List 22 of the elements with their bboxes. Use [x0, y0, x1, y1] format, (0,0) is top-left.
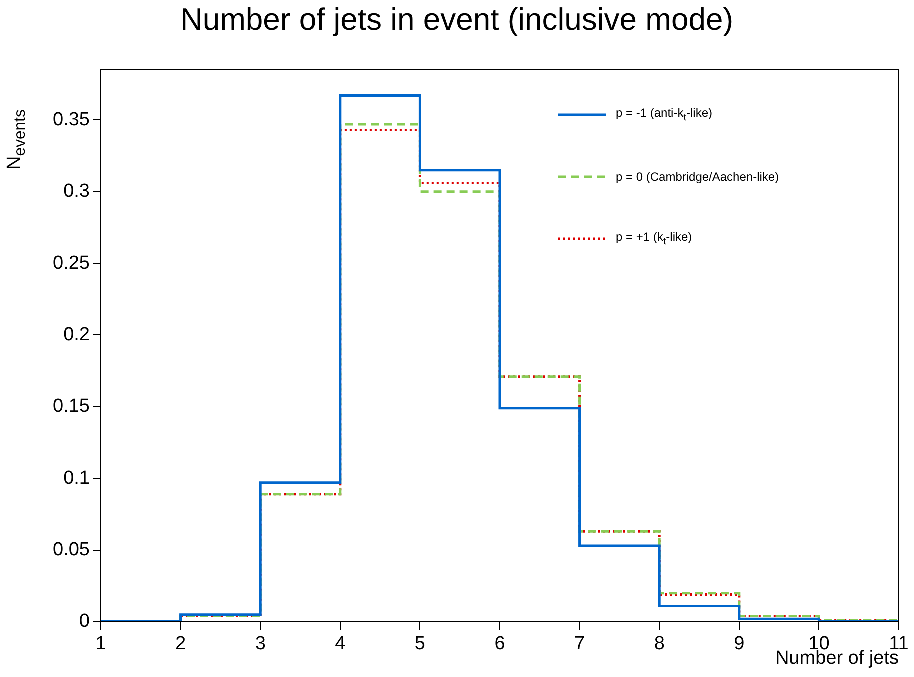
y-tick-label: 0.2 — [64, 324, 90, 346]
y-tick-label: 0.3 — [64, 181, 90, 202]
x-tick-label: 9 — [734, 634, 745, 655]
x-tick-label: 1 — [96, 634, 106, 655]
legend-label: p = +1 (k$_{t}$-like) — [616, 230, 692, 248]
y-tick-label: 0 — [79, 611, 90, 632]
legend-label: p = 0 (Cambridge/Aachen-like) — [616, 170, 780, 184]
y-tick-label: 0.35 — [53, 109, 90, 130]
x-tick-label: 8 — [654, 634, 665, 655]
y-tick-label: 0.25 — [53, 252, 90, 274]
x-tick-label: 11 — [889, 634, 909, 655]
x-tick-label: 6 — [494, 634, 506, 655]
x-tick-label: 3 — [255, 634, 266, 655]
x-tick-label: 4 — [335, 634, 346, 655]
y-tick-label: 0.15 — [53, 396, 90, 418]
x-tick-label: 2 — [176, 634, 186, 655]
y-tick-label: 0.1 — [64, 468, 90, 489]
x-tick-label: 5 — [414, 634, 426, 655]
y-tick-label: 0.05 — [53, 540, 90, 561]
legend-label: p = -1 (anti-k$_{t}$-like) — [616, 106, 712, 124]
x-tick-label: 7 — [574, 634, 586, 655]
chart-title: Number of jets in event (inclusive mode) — [179, 2, 735, 38]
